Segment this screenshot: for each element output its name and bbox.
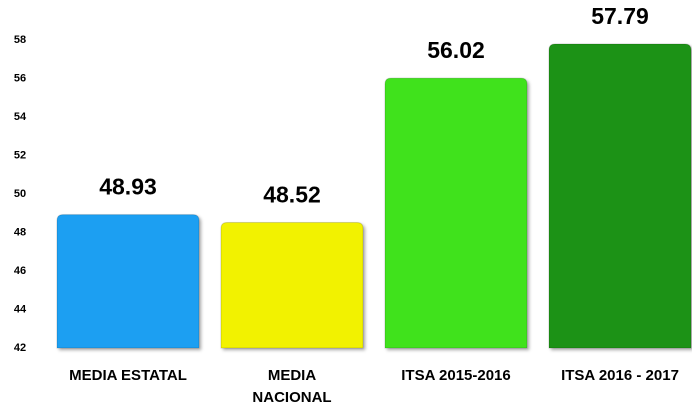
value-label: 57.79 bbox=[591, 3, 649, 29]
y-tick-label: 42 bbox=[14, 342, 26, 354]
x-tick-label: MEDIA NACIONAL bbox=[252, 367, 332, 406]
value-label: 48.93 bbox=[99, 174, 157, 200]
y-tick-label: 54 bbox=[14, 111, 27, 123]
y-tick-label: 44 bbox=[14, 303, 27, 315]
bar bbox=[548, 43, 692, 349]
value-label: 56.02 bbox=[427, 37, 485, 63]
x-tick-label: MEDIA ESTATAL bbox=[69, 367, 187, 384]
x-tick-label: ITSA 2016 - 2017 bbox=[561, 367, 679, 384]
y-tick-label: 48 bbox=[14, 226, 26, 238]
y-tick-label: 58 bbox=[14, 34, 26, 46]
y-tick-label: 56 bbox=[14, 72, 26, 84]
y-tick-label: 50 bbox=[14, 188, 26, 200]
value-label: 48.52 bbox=[263, 182, 321, 208]
bar bbox=[56, 214, 200, 349]
y-tick-label: 52 bbox=[14, 149, 26, 161]
bar bbox=[384, 77, 528, 349]
bar bbox=[220, 221, 364, 349]
y-tick-label: 46 bbox=[14, 265, 26, 277]
x-tick-label: ITSA 2015-2016 bbox=[401, 367, 511, 384]
